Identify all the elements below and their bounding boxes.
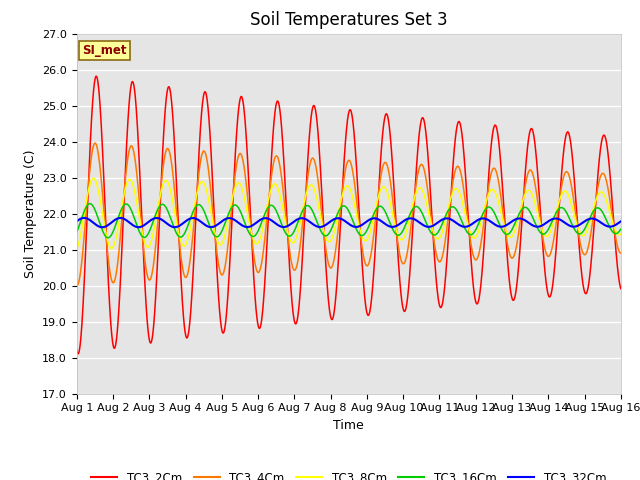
TC3_2Cm — [427, 195, 435, 201]
TC3_8Cm — [73, 245, 81, 251]
TC3_4Cm — [73, 283, 81, 288]
TC3_2Cm — [617, 286, 625, 291]
TC3_4Cm — [520, 189, 528, 194]
TC3_32Cm — [172, 224, 180, 230]
TC3_2Cm — [73, 348, 81, 353]
TC3_4Cm — [281, 204, 289, 210]
TC3_8Cm — [479, 212, 487, 218]
TC3_8Cm — [172, 216, 180, 221]
TC3_16Cm — [86, 201, 93, 206]
TC3_8Cm — [520, 193, 528, 199]
TC3_16Cm — [617, 226, 625, 232]
TC3_8Cm — [617, 231, 625, 237]
Title: Soil Temperatures Set 3: Soil Temperatures Set 3 — [250, 11, 447, 29]
TC3_32Cm — [80, 215, 88, 221]
TC3_8Cm — [427, 219, 435, 225]
TC3_32Cm — [281, 224, 289, 230]
TC3_4Cm — [73, 283, 81, 288]
TC3_4Cm — [92, 140, 99, 146]
TC3_2Cm — [74, 351, 82, 357]
TC3_2Cm — [172, 168, 180, 173]
Y-axis label: Soil Temperature (C): Soil Temperature (C) — [24, 149, 36, 278]
TC3_2Cm — [479, 258, 487, 264]
TC3_4Cm — [479, 227, 487, 232]
TC3_4Cm — [427, 213, 435, 218]
Line: TC3_32Cm: TC3_32Cm — [77, 218, 621, 227]
Line: TC3_2Cm: TC3_2Cm — [77, 76, 621, 354]
TC3_2Cm — [281, 177, 289, 182]
TC3_2Cm — [520, 183, 528, 189]
TC3_8Cm — [108, 246, 115, 252]
Line: TC3_4Cm: TC3_4Cm — [77, 143, 621, 286]
Legend: TC3_2Cm, TC3_4Cm, TC3_8Cm, TC3_16Cm, TC3_32Cm: TC3_2Cm, TC3_4Cm, TC3_8Cm, TC3_16Cm, TC3… — [86, 466, 611, 480]
TC3_8Cm — [281, 216, 289, 222]
TC3_4Cm — [172, 201, 180, 207]
TC3_16Cm — [479, 211, 487, 216]
TC3_32Cm — [520, 217, 528, 223]
TC3_32Cm — [399, 218, 407, 224]
Text: SI_met: SI_met — [82, 44, 127, 58]
TC3_16Cm — [427, 229, 435, 235]
TC3_16Cm — [73, 229, 81, 235]
TC3_2Cm — [399, 306, 407, 312]
TC3_2Cm — [92, 73, 100, 79]
X-axis label: Time: Time — [333, 419, 364, 432]
Line: TC3_16Cm: TC3_16Cm — [77, 204, 621, 238]
TC3_8Cm — [90, 175, 97, 181]
TC3_32Cm — [617, 218, 625, 224]
Line: TC3_8Cm: TC3_8Cm — [77, 178, 621, 249]
TC3_32Cm — [73, 218, 81, 224]
TC3_4Cm — [617, 250, 625, 256]
TC3_32Cm — [427, 224, 435, 229]
TC3_4Cm — [399, 261, 407, 267]
TC3_16Cm — [399, 227, 407, 233]
TC3_8Cm — [399, 236, 407, 242]
TC3_16Cm — [104, 235, 112, 240]
TC3_16Cm — [281, 229, 289, 235]
TC3_16Cm — [520, 204, 528, 210]
TC3_32Cm — [99, 224, 106, 230]
TC3_16Cm — [172, 229, 180, 235]
TC3_32Cm — [479, 216, 487, 221]
